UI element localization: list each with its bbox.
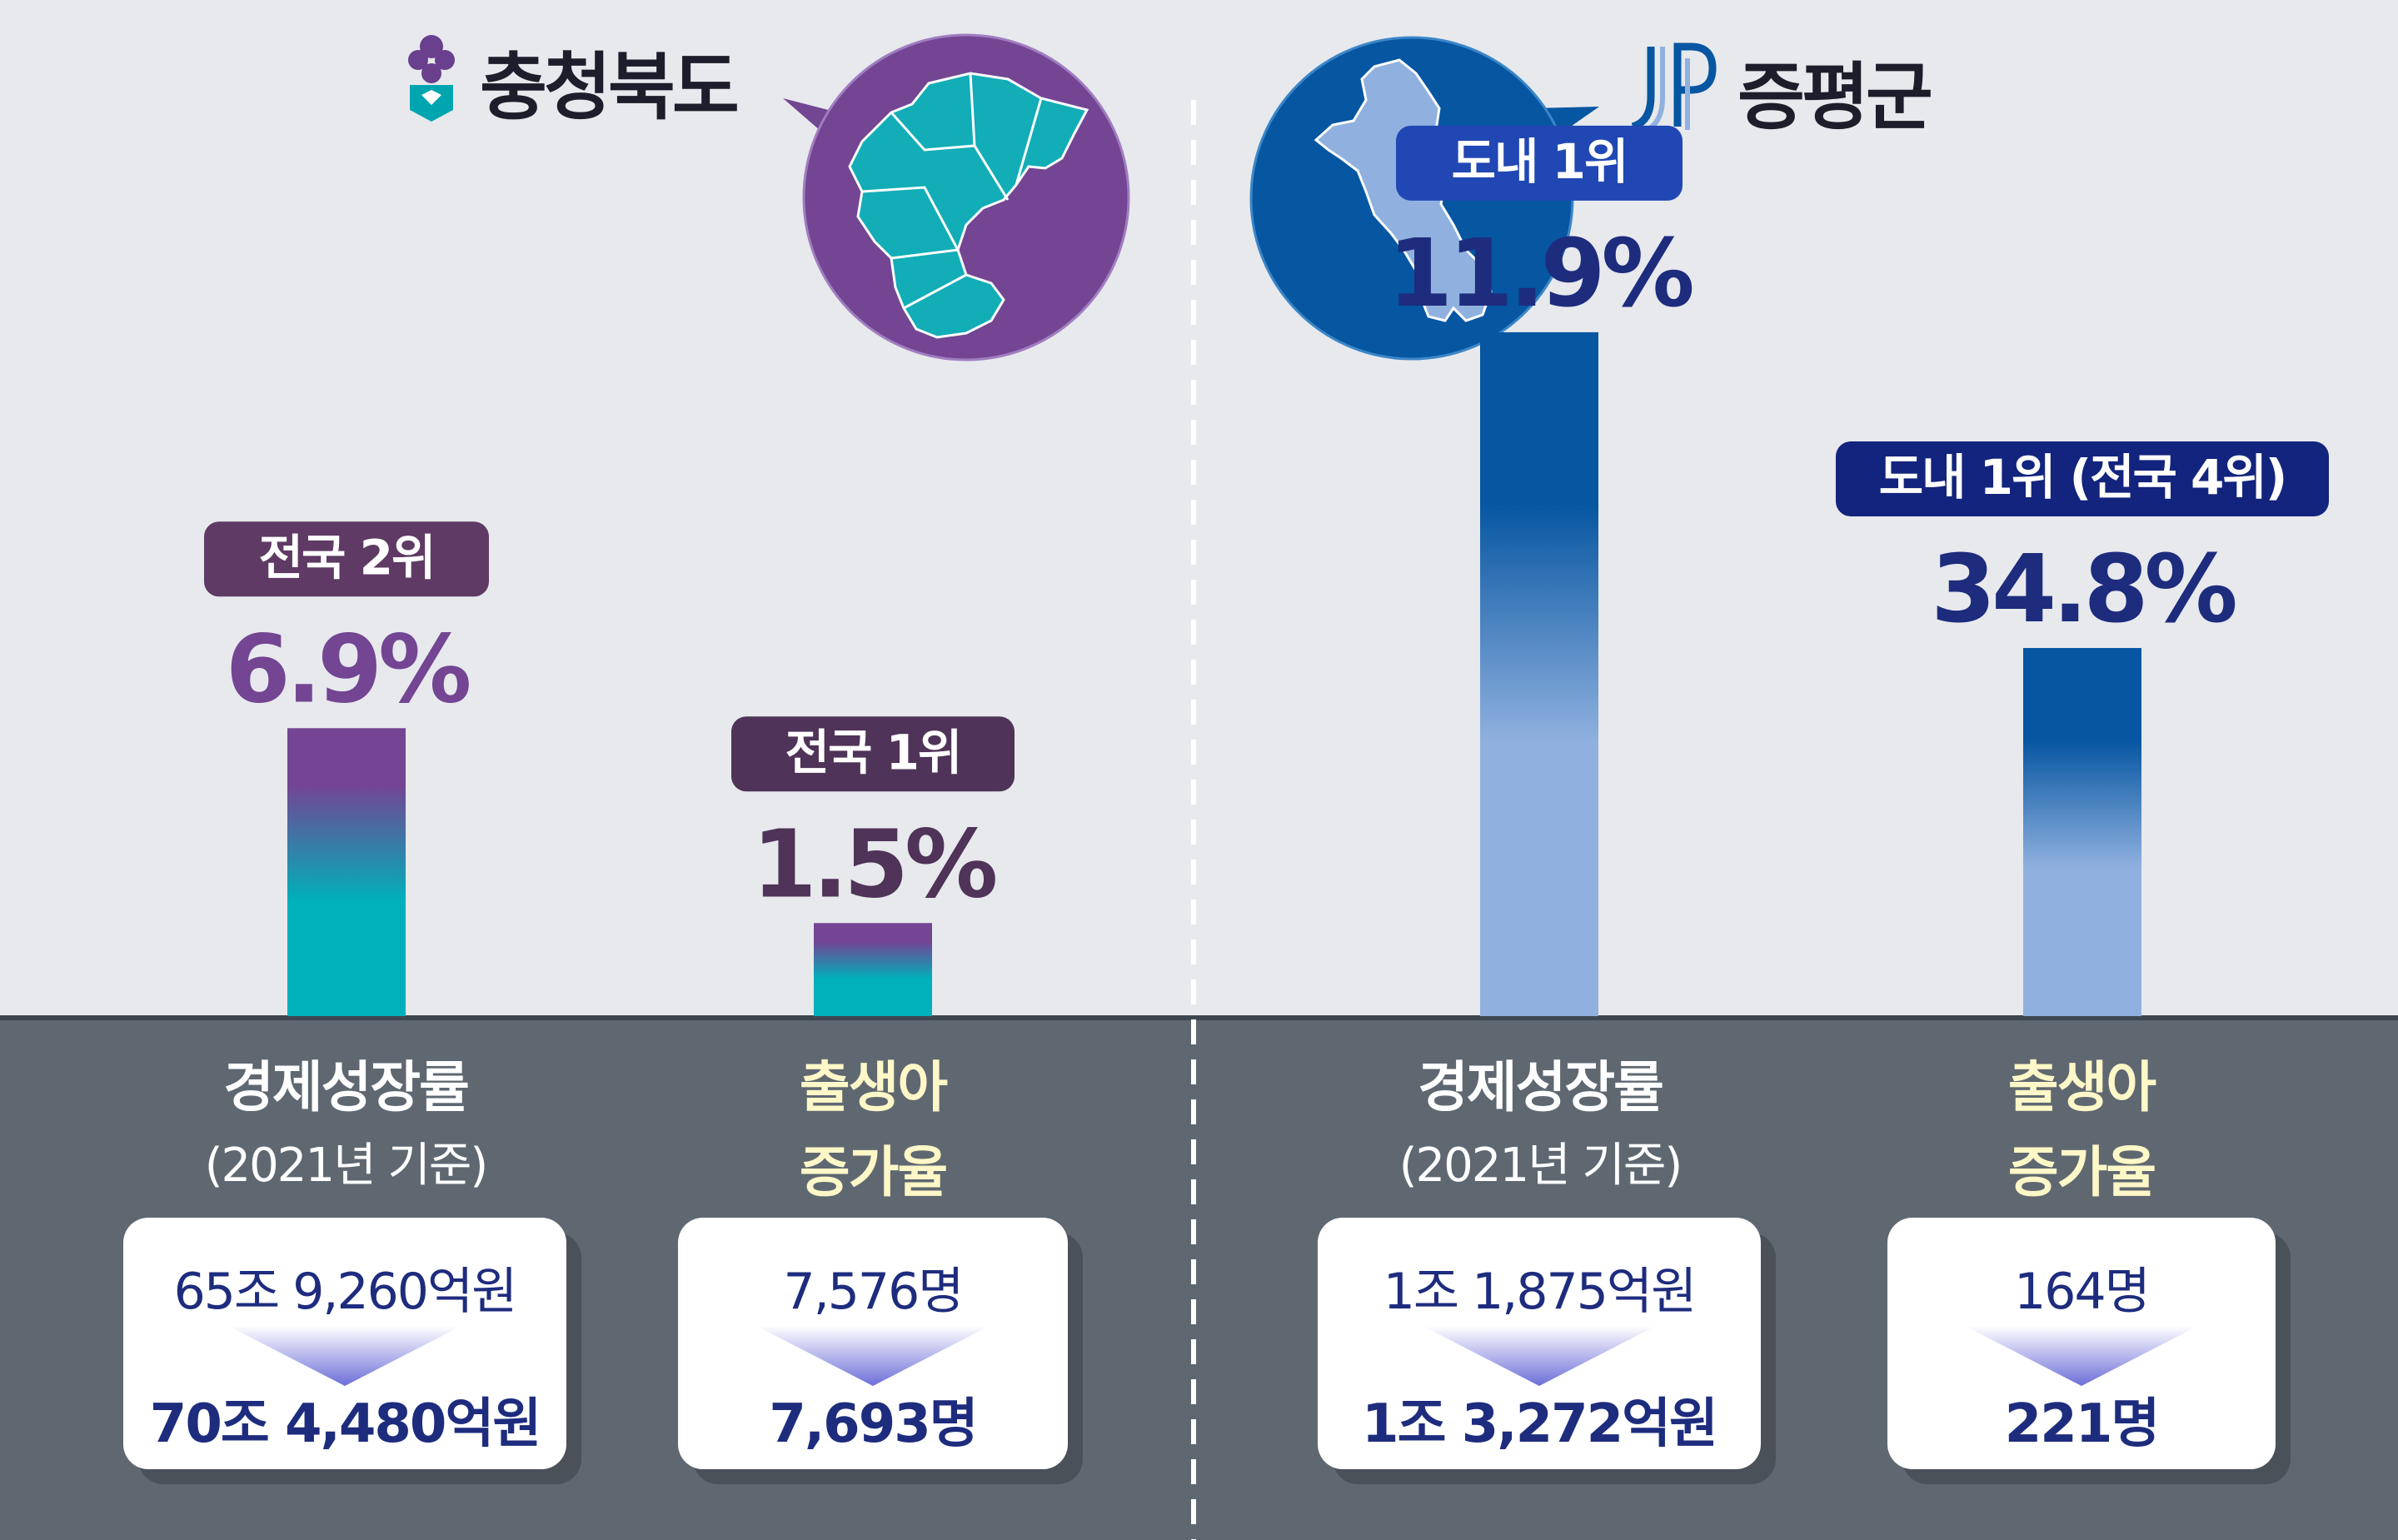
chungbuk-logo-icon	[408, 35, 455, 122]
value-before: 1조 1,875억원	[1383, 1263, 1698, 1321]
down-arrow-icon	[756, 1326, 990, 1386]
detail-card-jp-birth: 164명 221명	[1887, 1218, 2276, 1469]
category-line-1: 출생아	[2007, 1055, 2156, 1119]
category-label-chungbuk-gdp: 경제성장률 (2021년 기준)	[137, 1043, 554, 1195]
rank-badge-label: 도내 1위 (전국 4위)	[1879, 449, 2286, 506]
value-label: 34.8%	[1931, 536, 2235, 644]
category-label-chungbuk-birth: 출생아 증가율	[665, 1043, 1081, 1208]
chart-marks: 6.9% 전국 2위 1.5% 전국 1위 11.9% 도내 1위 34.8% 도내 1위 (…	[204, 125, 2329, 1016]
category-line-2: 증가율	[799, 1140, 948, 1204]
category-label-jp-birth: 출생아 증가율	[1873, 1043, 2290, 1208]
detail-card-chungbuk-birth: 7,576명 7,693명	[678, 1218, 1068, 1469]
chungbuk-title: 충청북도	[480, 44, 740, 130]
jeungpyeong-title: 증평군	[1737, 54, 1933, 140]
down-arrow-icon	[1965, 1326, 2198, 1386]
category-line-2: 증가율	[2007, 1140, 2156, 1204]
rank-badge	[204, 521, 489, 597]
detail-card-chungbuk-gdp: 65조 9,260억원 70조 4,480억원	[123, 1218, 566, 1469]
category-line-2: (2021년 기준)	[204, 1139, 489, 1193]
bar	[814, 923, 932, 1016]
bar	[2023, 648, 2141, 1016]
value-before: 65조 9,260억원	[173, 1263, 518, 1321]
rank-badge	[1836, 441, 2329, 517]
rank-badge	[731, 716, 1015, 792]
value-before: 164명	[2014, 1263, 2151, 1321]
baseline	[0, 1015, 2398, 1020]
category-line-1: 경제성장률	[223, 1055, 470, 1119]
value-label: 11.9%	[1388, 220, 1692, 328]
category-line-2: (2021년 기준)	[1398, 1139, 1683, 1193]
value-after: 70조 4,480억원	[149, 1393, 541, 1455]
down-arrow-icon	[1423, 1326, 1656, 1386]
rank-badge-label: 도내 1위	[1452, 133, 1628, 190]
detail-card-jp-gdp: 1조 1,875억원 1조 3,272억원	[1318, 1218, 1761, 1469]
value-label: 6.9%	[226, 616, 469, 724]
chungbuk-map-icon	[783, 33, 1130, 361]
rank-badge	[1396, 125, 1683, 201]
category-line-1: 경제성장률	[1418, 1055, 1664, 1119]
category-label-jp-gdp: 경제성장률 (2021년 기준)	[1332, 1043, 1748, 1195]
value-after: 1조 3,272억원	[1362, 1393, 1718, 1455]
bar	[287, 728, 406, 1016]
rank-badge-label: 전국 1위	[785, 724, 961, 780]
bar	[1480, 331, 1598, 1016]
value-after: 7,693명	[769, 1393, 978, 1455]
value-before: 7,576명	[783, 1263, 965, 1321]
value-label: 1.5%	[752, 810, 995, 919]
category-line-1: 출생아	[799, 1055, 948, 1119]
rank-badge-label: 전국 2위	[259, 529, 435, 586]
down-arrow-icon	[228, 1326, 461, 1386]
value-after: 221명	[2004, 1393, 2160, 1455]
